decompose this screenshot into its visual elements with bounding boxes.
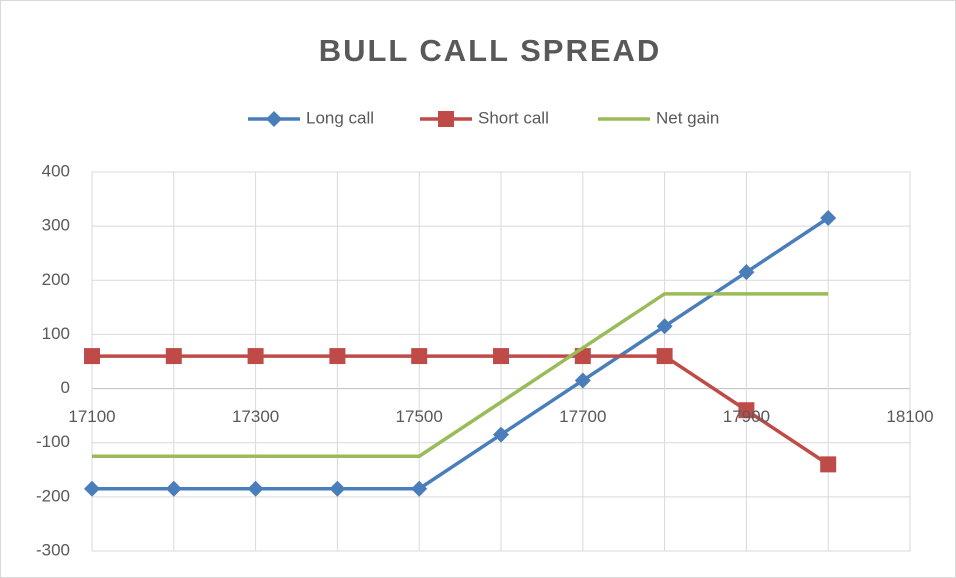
x-tick-label: 17100 (68, 407, 115, 426)
y-tick-label: -100 (36, 432, 70, 451)
marker (411, 348, 428, 365)
y-tick-label: -200 (36, 486, 70, 505)
marker (438, 111, 454, 127)
marker (656, 318, 673, 335)
series-line (92, 354, 830, 466)
marker (266, 111, 282, 127)
y-tick-label: -300 (36, 540, 70, 559)
plot (84, 210, 837, 497)
marker (247, 348, 264, 365)
marker (493, 348, 509, 365)
marker (165, 348, 182, 365)
marker (329, 480, 346, 497)
y-tick-label: 400 (42, 161, 70, 180)
chart-title: BULL CALL SPREAD (319, 33, 662, 68)
series-line (92, 216, 830, 491)
marker (820, 210, 837, 227)
legend-label: Short call (478, 108, 549, 127)
marker (329, 348, 346, 365)
marker (656, 348, 673, 365)
series-line (92, 292, 829, 458)
marker (738, 402, 755, 419)
marker (493, 426, 509, 443)
marker (820, 456, 837, 473)
x-tick-label: 17500 (396, 407, 443, 426)
legend-label: Net gain (656, 108, 719, 127)
marker (574, 372, 591, 389)
x-tick-label: 17700 (559, 407, 606, 426)
y-tick-label: 300 (42, 216, 70, 235)
marker (84, 348, 100, 365)
marker (84, 480, 100, 497)
marker (411, 480, 428, 497)
y-tick-label: 200 (42, 270, 70, 289)
marker (738, 264, 755, 281)
marker (165, 480, 182, 497)
x-tick-label: 17900 (723, 407, 770, 426)
y-tick-label: 0 (61, 378, 70, 397)
x-tick-label: 17300 (232, 407, 279, 426)
y-tick-label: 100 (42, 324, 70, 343)
marker (247, 480, 264, 497)
legend-label: Long call (306, 108, 374, 127)
x-tick-label: 18100 (886, 407, 933, 426)
